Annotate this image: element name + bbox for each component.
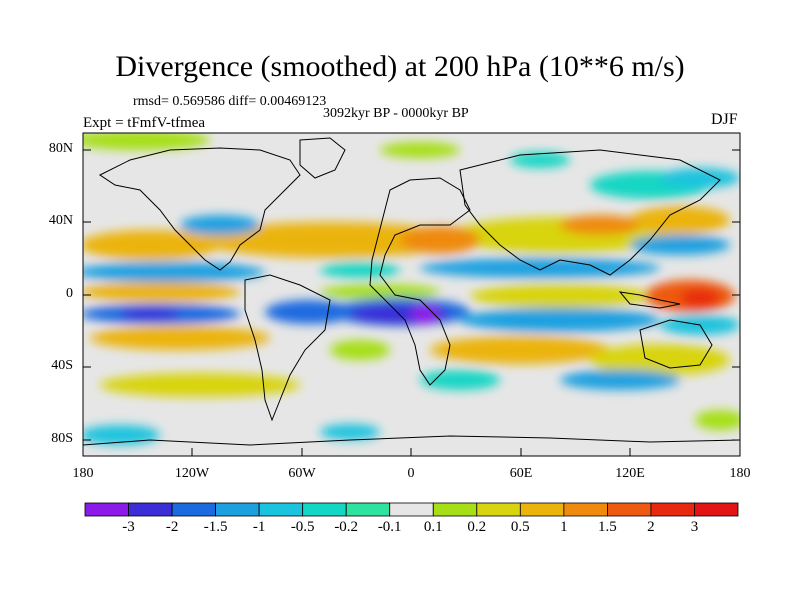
colorbar xyxy=(84,502,739,517)
colorbar-label: -0.1 xyxy=(377,519,402,535)
colorbar-label: -0.5 xyxy=(290,519,315,535)
colorbar-swatch xyxy=(563,502,608,517)
experiment-label: Expt = tFmfV-tfmea xyxy=(83,115,206,131)
y-tick-label: 80N xyxy=(48,141,73,156)
colorbar-swatch xyxy=(650,502,695,517)
y-tick-label: 0 xyxy=(66,286,73,301)
colorbar-swatch xyxy=(694,502,739,517)
y-tick-label: 40N xyxy=(48,213,73,228)
axis-ticks xyxy=(82,149,741,456)
colorbar-swatch xyxy=(389,502,434,517)
colorbar-label: -1 xyxy=(252,519,266,535)
colorbar-swatch xyxy=(84,502,129,517)
colorbar-swatch xyxy=(476,502,521,517)
colorbar-swatch xyxy=(258,502,304,517)
y-tick-label: 80S xyxy=(51,431,73,446)
coastlines xyxy=(83,137,740,446)
x-tick-label: 180 xyxy=(729,466,751,481)
stats-subtitle: rmsd= 0.569586 diff= 0.00469123 xyxy=(133,94,327,109)
colorbar-label: -0.2 xyxy=(334,519,359,535)
colorbar-label: 1 xyxy=(560,519,568,535)
colorbar-swatch xyxy=(215,502,260,517)
x-tick-label: 60W xyxy=(288,466,316,481)
colorbar-label: 3 xyxy=(690,519,699,535)
colorbar-swatch xyxy=(519,502,565,517)
period-subtitle: 3092kyr BP - 0000kyr BP xyxy=(323,106,469,121)
colorbar-label: -3 xyxy=(122,519,135,535)
colorbar-label: 0.5 xyxy=(510,519,530,535)
colorbar-label: 0.1 xyxy=(423,519,443,535)
colorbar-label: 2 xyxy=(647,519,655,535)
x-tick-label: 60E xyxy=(509,466,533,481)
colorbar-label: 1.5 xyxy=(598,519,617,535)
colorbar-label: 0.2 xyxy=(467,519,487,535)
colorbar-label: -1.5 xyxy=(203,519,228,535)
colorbar-swatch xyxy=(171,502,217,517)
colorbar-swatch xyxy=(345,502,391,517)
x-tick-label: 180 xyxy=(72,466,94,481)
colorbar-label: -2 xyxy=(165,519,179,535)
x-tick-label: 120E xyxy=(615,466,645,481)
colorbar-swatch xyxy=(432,502,478,517)
plot-title: Divergence (smoothed) at 200 hPa (10**6 … xyxy=(115,50,685,83)
colorbar-swatch xyxy=(302,502,347,517)
season-label: DJF xyxy=(711,111,738,128)
x-tick-label: 0 xyxy=(407,466,415,481)
colorbar-swatch xyxy=(128,502,173,517)
x-tick-label: 120W xyxy=(174,466,210,481)
divergence-field xyxy=(83,133,740,445)
y-tick-label: 40S xyxy=(51,358,73,373)
colorbar-swatch xyxy=(607,502,652,517)
